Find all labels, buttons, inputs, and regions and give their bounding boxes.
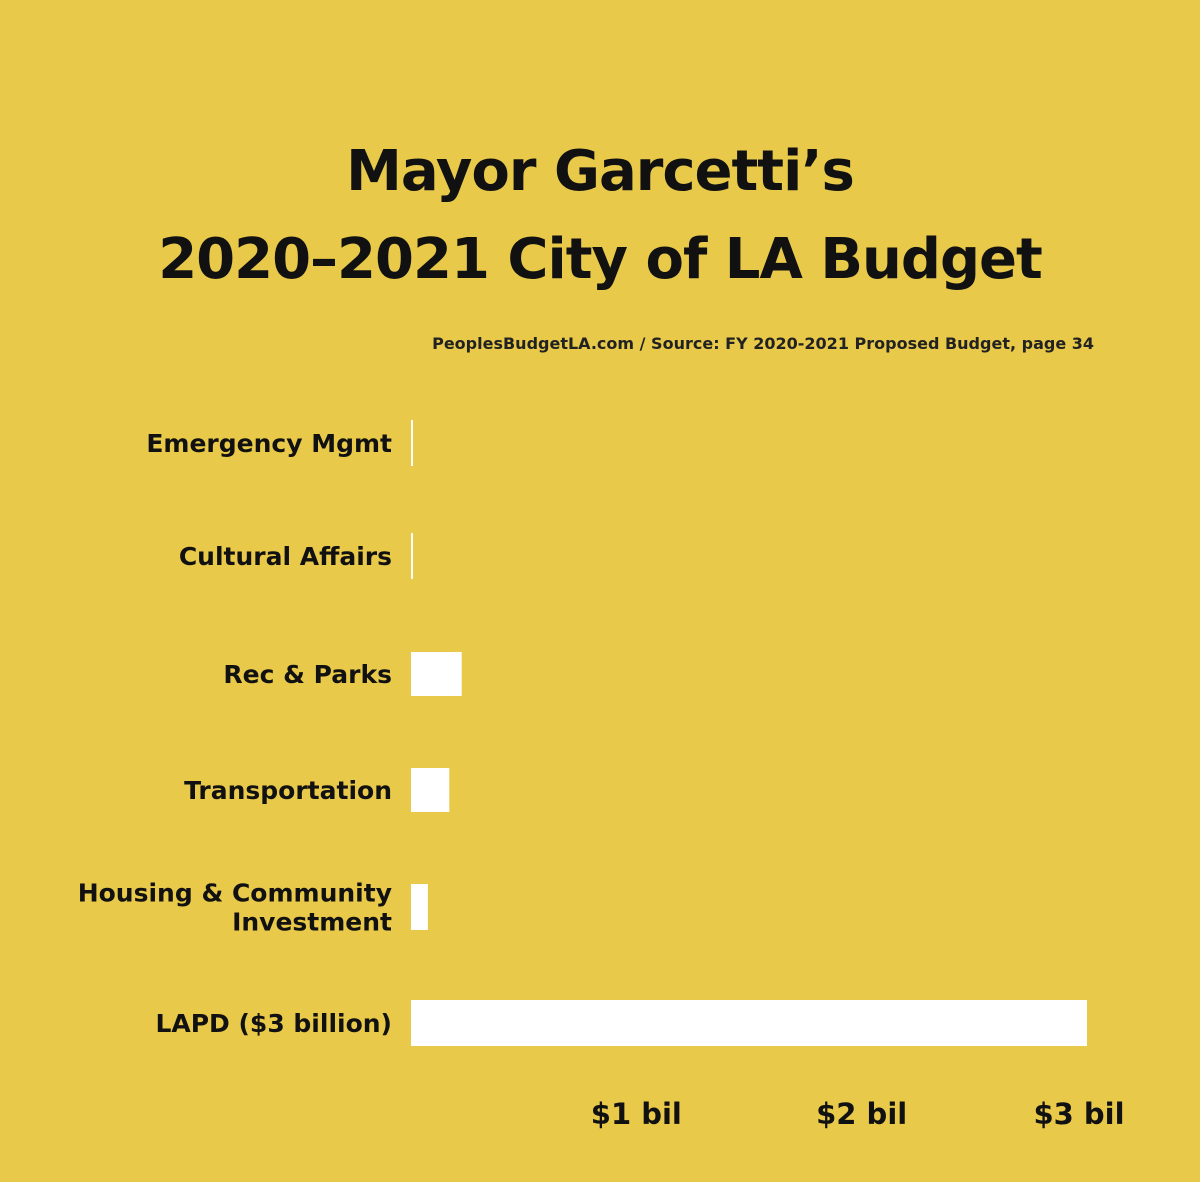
x-tick-label-1: $2 bil <box>816 1097 907 1131</box>
bar-1 <box>411 533 413 579</box>
bar-4 <box>411 884 428 930</box>
bar-0 <box>411 420 413 466</box>
chart-title-line-1: Mayor Garcetti’s <box>346 139 855 204</box>
bar-3 <box>411 768 450 812</box>
bar-5 <box>411 1000 1087 1046</box>
bar-2 <box>411 652 462 696</box>
category-label-0: Emergency Mgmt <box>146 429 392 458</box>
category-label-5: LAPD ($3 billion) <box>155 1009 392 1038</box>
category-label-2: Rec & Parks <box>223 660 392 689</box>
category-label-4-0: Housing & Community <box>78 879 392 908</box>
category-label-4-1: Investment <box>232 908 392 937</box>
category-label-3: Transportation <box>184 776 392 805</box>
x-tick-label-2: $3 bil <box>1033 1097 1124 1131</box>
category-label-1: Cultural Affairs <box>179 542 392 571</box>
chart-source-note: PeoplesBudgetLA.com / Source: FY 2020-20… <box>432 334 1094 353</box>
x-tick-label-0: $1 bil <box>591 1097 682 1131</box>
chart-title-line-2: 2020–2021 City of LA Budget <box>158 227 1043 292</box>
